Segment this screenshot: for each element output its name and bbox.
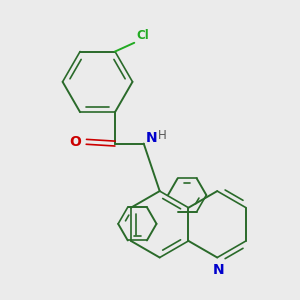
Text: N: N bbox=[213, 263, 225, 277]
Text: N: N bbox=[146, 131, 158, 145]
Text: H: H bbox=[158, 129, 167, 142]
Text: O: O bbox=[69, 135, 81, 149]
Text: Cl: Cl bbox=[136, 29, 149, 42]
